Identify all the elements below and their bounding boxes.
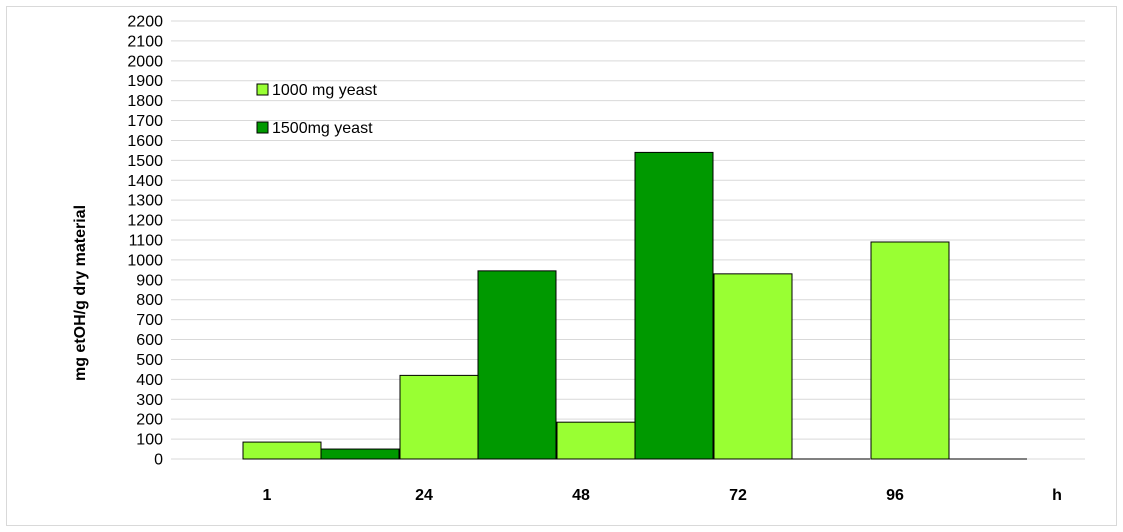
bar-1500mg-yeast-48 bbox=[634, 151, 714, 460]
y-tick-label: 1500 bbox=[127, 153, 163, 170]
bar-1500mg-yeast-1 bbox=[320, 448, 400, 460]
bar-1500mg-yeast-24 bbox=[477, 270, 557, 460]
y-tick-label: 1800 bbox=[127, 93, 163, 110]
legend: 1000 mg yeast 1500mg yeast bbox=[256, 82, 378, 137]
x-category-label: 24 bbox=[415, 487, 433, 504]
y-tick-label: 1900 bbox=[127, 73, 163, 90]
y-tick-label: 1600 bbox=[127, 133, 163, 150]
y-axis-label: mg etOH/g dry material bbox=[72, 205, 89, 381]
y-tick-label: 1000 bbox=[127, 252, 163, 269]
y-tick-label: 1700 bbox=[127, 113, 163, 130]
y-tick-label: 700 bbox=[136, 312, 163, 329]
y-tick-label: 1400 bbox=[127, 173, 163, 190]
x-category-label: 72 bbox=[729, 487, 747, 504]
x-axis-label: h bbox=[1052, 487, 1062, 504]
legend-entry-label: 1500mg yeast bbox=[272, 120, 373, 137]
y-axis-ticks: 0 100 200 300 400 500 600 700 800 900 1000 1100 1200… bbox=[127, 14, 163, 469]
bar-1000-mg-yeast-1 bbox=[242, 441, 322, 460]
y-tick-label: 100 bbox=[136, 432, 163, 449]
legend-swatch bbox=[256, 83, 269, 96]
y-tick-label: 1200 bbox=[127, 213, 163, 230]
y-tick-label: 600 bbox=[136, 332, 163, 349]
x-category-label: 96 bbox=[886, 487, 904, 504]
y-tick-label: 2000 bbox=[127, 53, 163, 70]
y-tick-label: 800 bbox=[136, 292, 163, 309]
x-category-label: 1 bbox=[263, 487, 272, 504]
legend-swatch bbox=[256, 121, 269, 134]
chart-frame: 0 100 200 300 400 500 600 700 800 900 1000 1100 1200… bbox=[6, 6, 1117, 526]
y-tick-label: 2200 bbox=[127, 14, 163, 31]
y-tick-label: 900 bbox=[136, 272, 163, 289]
bar-1000-mg-yeast-24 bbox=[399, 374, 479, 460]
bar-1000-mg-yeast-48 bbox=[556, 421, 636, 460]
y-tick-label: 2100 bbox=[127, 33, 163, 50]
y-tick-label: 1300 bbox=[127, 193, 163, 210]
bars bbox=[242, 151, 1027, 460]
y-tick-label: 400 bbox=[136, 372, 163, 389]
bar-1000-mg-yeast-72 bbox=[713, 273, 793, 460]
y-tick-label: 0 bbox=[154, 452, 163, 469]
bar-chart: 0100200300400500600700800900100011001200… bbox=[72, 14, 1085, 504]
x-category-label: 48 bbox=[572, 487, 590, 504]
x-axis-categories: 1 24 48 72 96 bbox=[263, 487, 904, 504]
y-tick-label: 1100 bbox=[129, 233, 164, 250]
y-tick-label: 200 bbox=[136, 412, 163, 429]
y-tick-label: 500 bbox=[136, 352, 163, 369]
gridlines bbox=[171, 20, 1085, 460]
bar-1000-mg-yeast-96 bbox=[870, 241, 950, 460]
legend-entry-label: 1000 mg yeast bbox=[272, 82, 378, 99]
y-tick-label: 300 bbox=[136, 392, 163, 409]
